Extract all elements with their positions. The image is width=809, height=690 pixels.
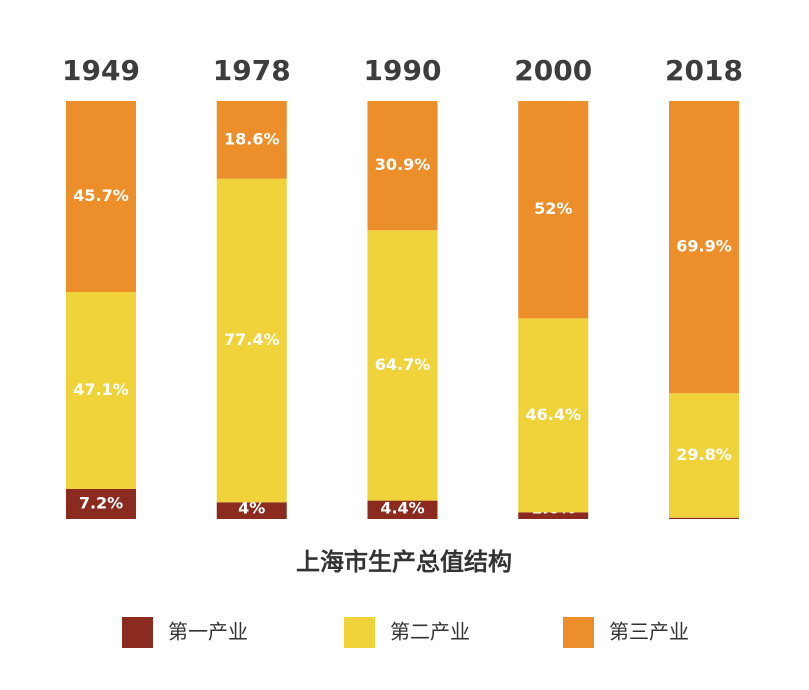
bar-segment: [216, 502, 287, 519]
bar-segment: [216, 101, 287, 179]
value-label: 69.9%: [676, 237, 732, 256]
value-label: 7.2%: [79, 493, 123, 512]
bar-segment: [367, 500, 438, 519]
bar-segment: [669, 101, 739, 394]
x-tick-label: 1978: [213, 54, 291, 87]
value-label: 47.1%: [73, 380, 129, 399]
bar-segment: [669, 517, 739, 519]
legend-swatch: [122, 617, 153, 648]
x-tick-label: 2000: [514, 54, 592, 87]
bar-segment: [669, 393, 739, 518]
value-label: 30.9%: [375, 155, 431, 174]
value-label: 77.4%: [224, 330, 280, 349]
x-tick-label: 1990: [364, 54, 442, 87]
bar-segment: [216, 178, 287, 503]
legend-label: 第三产业: [609, 620, 689, 644]
bar-segment: [367, 101, 438, 231]
legend-label: 第一产业: [168, 620, 248, 644]
value-label: 45.7%: [73, 186, 129, 205]
bar-segment: [367, 230, 438, 501]
bar-segment: [66, 292, 136, 489]
bar-segment: [518, 101, 589, 319]
x-tick-label: 1949: [62, 54, 140, 87]
value-label: 52%: [534, 199, 572, 218]
x-tick-label: 2018: [665, 54, 743, 87]
bar-segment: [66, 101, 136, 293]
value-label: 4.4%: [380, 499, 424, 518]
bar-segment: [518, 512, 589, 519]
value-label: 64.7%: [375, 355, 431, 374]
legend-label: 第二产业: [390, 620, 470, 644]
legend-swatch: [563, 617, 594, 648]
value-label: 46.4%: [525, 405, 581, 424]
value-label: 29.8%: [676, 445, 732, 464]
chart-title: 上海市生产总值结构: [296, 548, 512, 576]
value-label: 18.6%: [224, 129, 280, 148]
bar-segment: [66, 488, 136, 519]
legend-swatch: [344, 617, 375, 648]
bar-segment: [518, 318, 589, 513]
value-label: 4%: [238, 499, 265, 518]
